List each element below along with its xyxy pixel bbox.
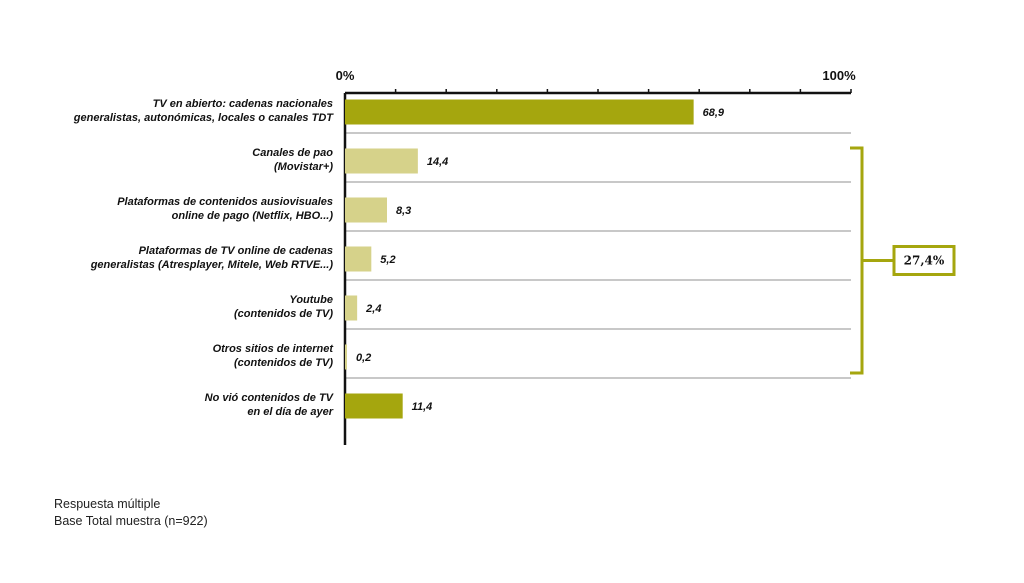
bar bbox=[345, 148, 418, 174]
category-label: (Movistar+) bbox=[274, 161, 333, 173]
category-label: Youtube bbox=[289, 294, 333, 306]
tick-label-100: 100% bbox=[822, 68, 856, 83]
value-label: 14,4 bbox=[427, 156, 448, 168]
bar bbox=[345, 295, 358, 321]
value-label: 8,3 bbox=[396, 205, 411, 217]
category-label: generalistas, autonómicas, locales o can… bbox=[73, 112, 334, 124]
note-sample-base: Base Total muestra (n=922) bbox=[54, 514, 208, 528]
category-label: Otros sitios de internet bbox=[213, 343, 335, 355]
category-label: Plataformas de TV online de cadenas bbox=[139, 245, 333, 257]
value-label: 68,9 bbox=[703, 107, 725, 119]
bars-layer bbox=[345, 99, 694, 419]
value-label: 2,4 bbox=[365, 303, 381, 315]
value-label: 11,4 bbox=[412, 401, 433, 413]
bar bbox=[345, 99, 694, 125]
category-label: en el día de ayer bbox=[247, 406, 333, 418]
bar bbox=[345, 393, 403, 419]
tick-label-0: 0% bbox=[336, 68, 355, 83]
labels-layer: 68,9 TV en abierto: cadenas nacionales gen… bbox=[73, 98, 725, 418]
group-total-box bbox=[892, 245, 956, 276]
value-label: 0,2 bbox=[356, 352, 371, 364]
category-label: Canales de pao bbox=[252, 147, 333, 159]
group-bracket bbox=[850, 146, 864, 375]
bar bbox=[345, 197, 387, 223]
category-label: (contenidos de TV) bbox=[234, 308, 333, 320]
bar bbox=[345, 344, 347, 370]
category-label: generalistas (Atresplayer, Mitele, Web R… bbox=[90, 259, 334, 271]
group-total-label: 27,4% bbox=[904, 254, 945, 268]
value-label: 5,2 bbox=[380, 254, 395, 266]
axis-layer: 0% 100% bbox=[336, 68, 856, 445]
category-label: No vió contenidos de TV bbox=[205, 392, 335, 404]
category-label: TV en abierto: cadenas nacionales bbox=[153, 98, 333, 110]
category-label: Plataformas de contenidos ausiovisuales bbox=[117, 196, 333, 208]
category-label: online de pago (Netflix, HBO...) bbox=[172, 210, 334, 222]
category-label: (contenidos de TV) bbox=[234, 357, 333, 369]
bracket-layer: 27,4% bbox=[850, 146, 956, 375]
note-multiple-response: Respuesta múltiple bbox=[54, 497, 161, 511]
bar bbox=[345, 246, 372, 272]
